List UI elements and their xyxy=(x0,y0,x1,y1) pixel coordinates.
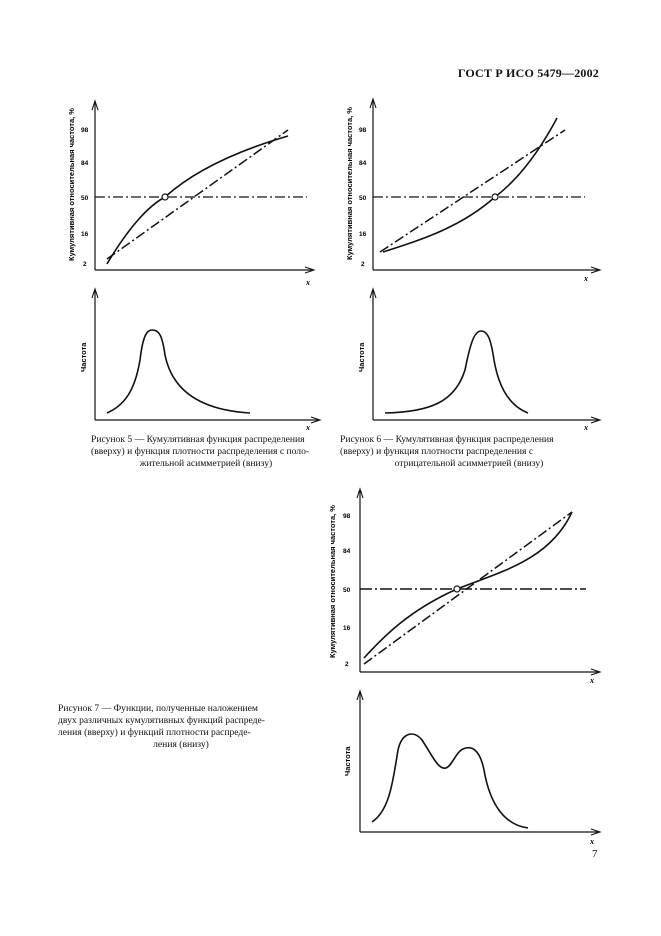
fig5-tick-98: 98 xyxy=(81,127,89,134)
fig6-cumulative-curve xyxy=(382,117,558,253)
page-number: 7 xyxy=(592,848,598,860)
figure5-caption: Рисунок 5 — Кумулятивная функция распред… xyxy=(91,434,321,470)
fig7-bottom-y-arrow xyxy=(356,689,364,701)
figure7-caption-line: двух различных кумулятивных функций расп… xyxy=(58,715,265,726)
fig7-cumulative-chart: x Кумулятивная относительная частота, % … xyxy=(328,487,602,685)
fig5-top-x-arrow xyxy=(304,266,316,274)
figure5-caption-line: (вверху) и функция плотности распределен… xyxy=(91,446,310,457)
fig7-top-y-label: Кумулятивная относительная частота, % xyxy=(328,505,337,658)
fig5-tick-50: 50 xyxy=(81,195,89,202)
fig7-tick-84: 84 xyxy=(343,548,351,555)
fig7-bottom-x-label: x xyxy=(589,837,594,846)
fig6-top-y-arrow xyxy=(369,97,377,109)
fig5-bottom-y-label: Частота xyxy=(79,342,88,372)
fig6-bottom-x-label: x xyxy=(583,423,588,432)
fig7-tick-50: 50 xyxy=(343,587,351,594)
fig6-tick-84: 84 xyxy=(359,160,367,167)
figure7-caption-line: ления (внизу) xyxy=(153,739,209,750)
fig5-density-curve xyxy=(106,329,251,414)
fig7-top-x-label: x xyxy=(589,676,594,685)
fig7-density-curve xyxy=(371,733,529,829)
fig6-density-curve xyxy=(384,330,529,414)
fig6-bottom-y-arrow xyxy=(369,287,377,299)
figure7-caption-line: ления (вверху) и функций плотности распр… xyxy=(58,727,251,738)
document-header: ГОСТ Р ИСО 5479—2002 xyxy=(457,66,599,80)
figure6-caption: Рисунок 6 — Кумулятивная функция распред… xyxy=(340,434,598,470)
fig5-normal-line xyxy=(106,129,289,260)
fig6-median-point xyxy=(491,193,499,201)
fig5-cumulative-curve xyxy=(106,135,289,265)
fig5-tick-16: 16 xyxy=(81,231,89,238)
fig5-bottom-y-arrow xyxy=(91,287,99,299)
fig6-bottom-y-label: Частота xyxy=(357,342,366,372)
figure6-caption-line: (вверху) и функция плотности распределен… xyxy=(340,446,534,457)
fig7-normal-line xyxy=(363,511,573,665)
fig5-tick-84: 84 xyxy=(81,160,89,167)
figure7-caption-line: Рисунок 7 — Функции, полученные наложени… xyxy=(58,703,258,714)
figure5-caption-line: Рисунок 5 — Кумулятивная функция распред… xyxy=(91,434,305,445)
fig6-top-x-arrow xyxy=(590,266,602,274)
fig7-tick-2: 2 xyxy=(345,661,349,668)
fig5-tick-2: 2 xyxy=(83,261,87,268)
fig6-tick-2: 2 xyxy=(361,261,365,268)
figure7-caption: Рисунок 7 — Функции, полученные наложени… xyxy=(58,703,304,751)
fig6-tick-50: 50 xyxy=(359,195,367,202)
fig6-top-x-label: x xyxy=(583,274,588,283)
fig5-cumulative-chart: x Кумулятивная относительная частота, % … xyxy=(67,99,316,287)
fig7-top-x-arrow xyxy=(590,668,602,676)
fig6-tick-98: 98 xyxy=(359,127,367,134)
fig6-bottom-x-arrow xyxy=(590,416,602,424)
fig5-top-y-label: Кумулятивная относительная частота, % xyxy=(67,108,76,261)
fig7-bottom-x-arrow xyxy=(590,828,602,836)
fig5-bottom-x-label: x xyxy=(305,423,310,432)
fig6-cumulative-chart: x Кумулятивная относительная частота, % … xyxy=(345,97,602,283)
figure5-caption-line: жительной асимметрией (внизу) xyxy=(139,458,273,469)
fig7-median-point xyxy=(453,585,461,593)
fig6-top-y-label: Кумулятивная относительная частота, % xyxy=(345,107,354,260)
fig7-top-y-arrow xyxy=(356,487,364,499)
fig7-bottom-y-label: Частота xyxy=(343,746,352,776)
fig5-bottom-x-arrow xyxy=(310,416,322,424)
figure6-caption-line: Рисунок 6 — Кумулятивная функция распред… xyxy=(340,434,554,445)
fig6-tick-16: 16 xyxy=(359,231,367,238)
figure6-caption-line: отрицательной асимметрией (внизу) xyxy=(394,458,544,469)
fig6-density-chart: x Частота xyxy=(357,287,602,432)
fig7-tick-16: 16 xyxy=(343,625,351,632)
fig7-tick-98: 98 xyxy=(343,513,351,520)
fig5-top-y-arrow xyxy=(91,99,99,111)
fig7-density-chart: x Частота xyxy=(343,689,602,846)
fig5-median-point xyxy=(161,193,169,201)
fig5-density-chart: x Частота xyxy=(79,287,322,432)
fig5-top-x-label: x xyxy=(305,278,310,287)
fig6-normal-line xyxy=(379,129,566,253)
